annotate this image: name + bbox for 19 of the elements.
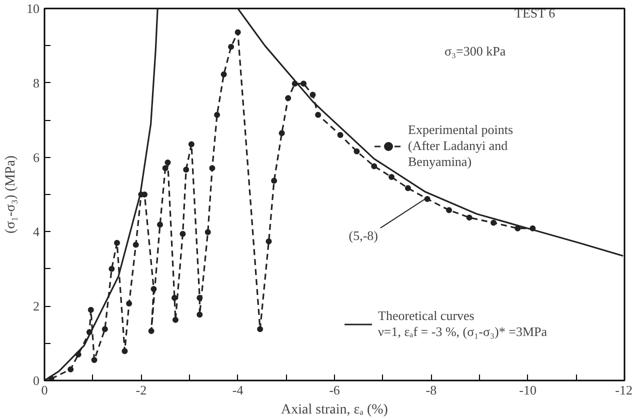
y-tick-label: 4	[33, 224, 40, 240]
x-tick-label: -6	[329, 382, 340, 398]
x-tick-label: -4	[232, 382, 244, 398]
y-axis-title: (σ₁-σ₃) (MPa)	[4, 155, 18, 234]
x-axis-title: Axial strain, εₐ (%)	[281, 402, 388, 418]
x-tick-label: -2	[136, 382, 147, 398]
legend-label: Theoretical curves ν=1, εₐf = -3 %, (σ₁-σ₃)* =3MPa	[378, 308, 547, 340]
annotation: (5,-8)	[348, 228, 378, 243]
x-tick-label: -8	[426, 382, 437, 398]
y-tick-label: 10	[26, 1, 40, 16]
annotation: σ₃=300 kPa	[444, 44, 506, 58]
legend-label: Experimental points (After Ladanyi and Benyamina)	[408, 122, 514, 170]
y-tick-label: 6	[33, 150, 40, 165]
y-tick-label: 8	[33, 75, 40, 90]
x-tick-label: -10	[519, 382, 537, 398]
annotation: TEST 6	[514, 6, 556, 20]
y-tick-label: 0	[33, 373, 40, 388]
y-tick-label: 2	[33, 298, 40, 314]
x-tick-label: -12	[615, 382, 632, 398]
